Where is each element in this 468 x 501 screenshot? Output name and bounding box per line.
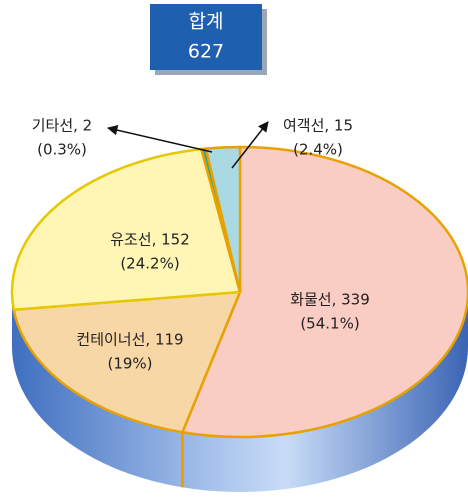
slice-label: 기타선, 2 <box>32 117 92 135</box>
title-box <box>150 4 262 70</box>
pie <box>10 145 468 492</box>
pie-side <box>12 292 468 492</box>
pie-slice <box>10 147 242 312</box>
percent-label: (0.3%) <box>37 141 87 159</box>
total-label: 합계 <box>189 11 224 33</box>
slice-label: 컨테이너선, 119 <box>76 331 183 349</box>
slice-label: 유조선, 152 <box>110 231 190 249</box>
percent-label: (54.1%) <box>300 315 359 333</box>
arrow <box>106 125 213 153</box>
arrow <box>231 121 269 169</box>
slice-label: 화물선, 339 <box>290 291 370 309</box>
pie-slice <box>12 290 242 434</box>
labels: 화물선, 339 (54.1%) 컨테이너선, 119 (19%) 유조선, 152 (2… <box>32 117 370 373</box>
pie-slice <box>204 145 242 293</box>
slice-label: 여객선, 15 <box>283 117 353 135</box>
percent-label: (2.4%) <box>293 141 343 159</box>
pie-slice <box>180 145 468 439</box>
total-value: 627 <box>188 41 224 63</box>
percent-label: (24.2%) <box>120 255 179 273</box>
percent-label: (19%) <box>107 355 152 373</box>
